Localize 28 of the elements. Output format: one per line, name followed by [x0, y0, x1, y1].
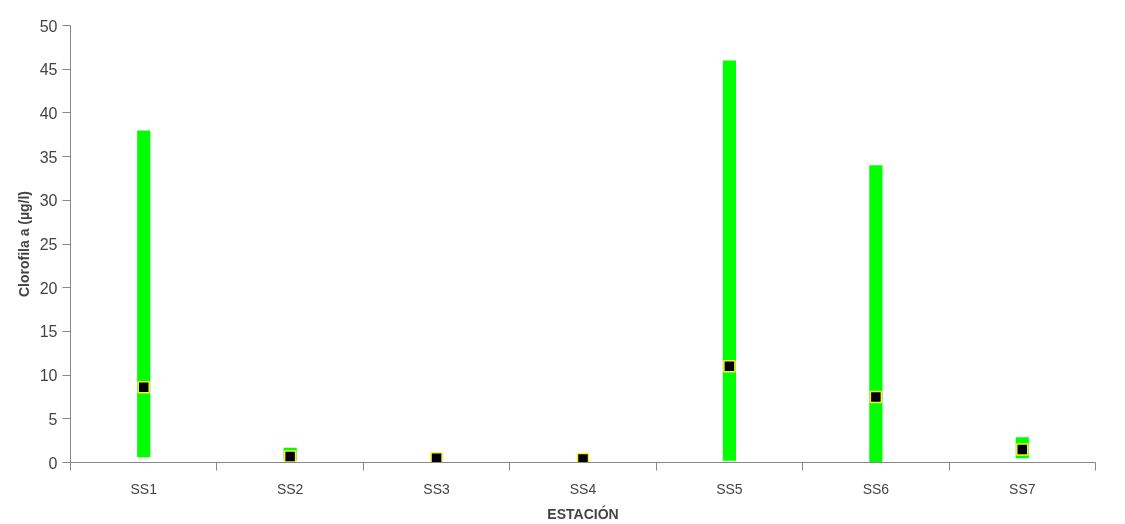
point	[723, 360, 736, 373]
y-tick-label: 25	[39, 236, 58, 253]
point	[137, 381, 150, 394]
y-tick-label: 20	[39, 279, 58, 297]
y-tick-label: 50	[39, 17, 58, 35]
y-tick-label: 45	[39, 61, 58, 79]
x-tick-label: SS6	[862, 480, 890, 497]
bar	[137, 130, 151, 458]
y-tick-label: 40	[39, 104, 58, 122]
y-axis-title: Clorofila a (µg/l)	[15, 190, 32, 298]
x-axis-title: ESTACIÓN	[547, 504, 619, 522]
point	[576, 452, 590, 463]
point	[430, 451, 443, 463]
x-tick-label: SS7	[1009, 480, 1036, 497]
bar	[722, 60, 737, 461]
x-tick-label: SS2	[276, 480, 304, 497]
x-tick-label: SS3	[423, 480, 451, 497]
y-tick-label: 35	[39, 148, 58, 166]
y-tick-label: 5	[48, 410, 58, 428]
y-tick-label: 10	[39, 367, 58, 385]
y-tick-label: 0	[48, 454, 58, 472]
bar	[869, 165, 883, 463]
point	[869, 390, 883, 404]
y-tick-label: 15	[39, 323, 58, 341]
y-tick-label: 30	[39, 192, 58, 210]
x-tick-label: SS1	[130, 480, 158, 497]
x-tick-label: SS5	[716, 480, 743, 497]
x-tick-label: SS4	[569, 480, 597, 497]
